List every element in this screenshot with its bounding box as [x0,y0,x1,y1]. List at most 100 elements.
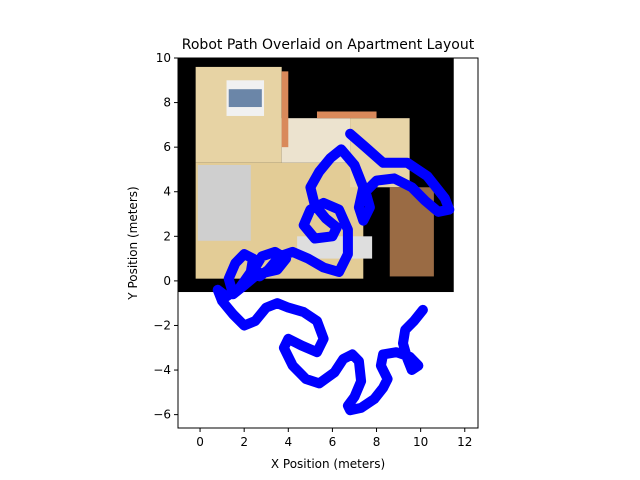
path-point [369,394,379,404]
path-point [319,263,329,273]
axes-frame [177,57,479,429]
path-point [420,196,430,206]
path-point [345,129,355,139]
path-point [305,205,315,215]
x-tick-label: 12 [457,435,472,449]
path-point [334,205,344,215]
path-point [235,283,245,293]
path-point [261,303,271,313]
path-point [400,325,410,335]
path-point [336,144,346,154]
x-axis-label: X Position (meters) [271,457,385,471]
x-axis-ticks: 0 2 4 6 8 10 12 [196,428,472,449]
path-point [345,405,355,415]
path-point [391,347,401,357]
x-tick-label: 2 [240,435,248,449]
path-point [409,316,419,326]
path-point [250,316,260,326]
path-point [272,265,282,275]
path-point [310,234,320,244]
path-point [305,182,315,192]
path-point [270,247,280,257]
x-tick-label: 6 [329,435,337,449]
y-tick-label: 8 [163,96,171,110]
path-point [398,338,408,348]
path-point [383,374,393,384]
x-tick-label: 0 [196,435,204,449]
path-point [343,225,353,235]
path-point [272,298,282,308]
path-point [378,158,388,168]
path-point [376,361,386,371]
path-point [297,341,307,351]
path-point [312,316,322,326]
path-point [299,307,309,317]
path-point [213,285,223,295]
path-point [283,334,293,344]
path-point [279,343,289,353]
path-point [354,356,364,366]
path-point [422,171,432,181]
path-point [413,361,423,371]
path-point [224,274,234,284]
path-point [407,182,417,192]
path-point [358,182,368,192]
path-point [332,222,342,232]
path-point [354,202,364,212]
path-point [402,354,412,364]
x-tick-label: 4 [284,435,292,449]
path-point [347,349,357,359]
x-tick-label: 10 [413,435,428,449]
path-point [402,158,412,168]
path-point [321,213,331,223]
y-axis-label: Y Position (meters) [126,186,140,300]
y-tick-label: 2 [163,229,171,243]
path-point [327,231,337,241]
path-point [343,249,353,259]
path-point [378,383,388,393]
path-point [361,142,370,152]
path-point [330,367,340,377]
path-point [239,249,249,259]
path-point [288,361,298,371]
path-point [433,207,443,217]
path-point [372,176,382,186]
path-point [299,220,309,230]
path-point [288,247,298,257]
path-point [312,347,322,357]
path-point [349,392,359,402]
path-point [217,296,227,306]
path-point [228,309,238,319]
path-point [334,267,344,277]
path-point [389,173,399,183]
robot-path-points [213,129,454,415]
y-tick-label: 10 [156,51,171,65]
x-tick-label: 8 [373,435,381,449]
path-point [303,254,313,264]
path-point [263,265,273,275]
path-point [319,198,329,208]
path-point [365,202,375,212]
path-point [314,167,324,177]
path-point [356,403,366,413]
path-point [301,374,311,384]
y-tick-label: −6 [153,408,171,422]
chart-title: Robot Path Overlaid on Apartment Layout [182,37,475,53]
y-tick-label: 6 [163,140,171,154]
y-tick-label: 0 [163,274,171,288]
path-point [444,205,454,215]
path-point [257,251,267,261]
y-tick-label: −4 [153,363,171,377]
path-point [325,153,335,163]
path-point [418,305,428,315]
y-tick-label: 4 [163,185,171,199]
path-point [248,254,258,264]
path-point [358,216,368,226]
path-point [349,160,359,170]
path-point [314,378,324,388]
path-point [246,267,256,277]
y-tick-label: −2 [153,318,171,332]
path-point [440,193,450,203]
path-point [338,354,348,364]
